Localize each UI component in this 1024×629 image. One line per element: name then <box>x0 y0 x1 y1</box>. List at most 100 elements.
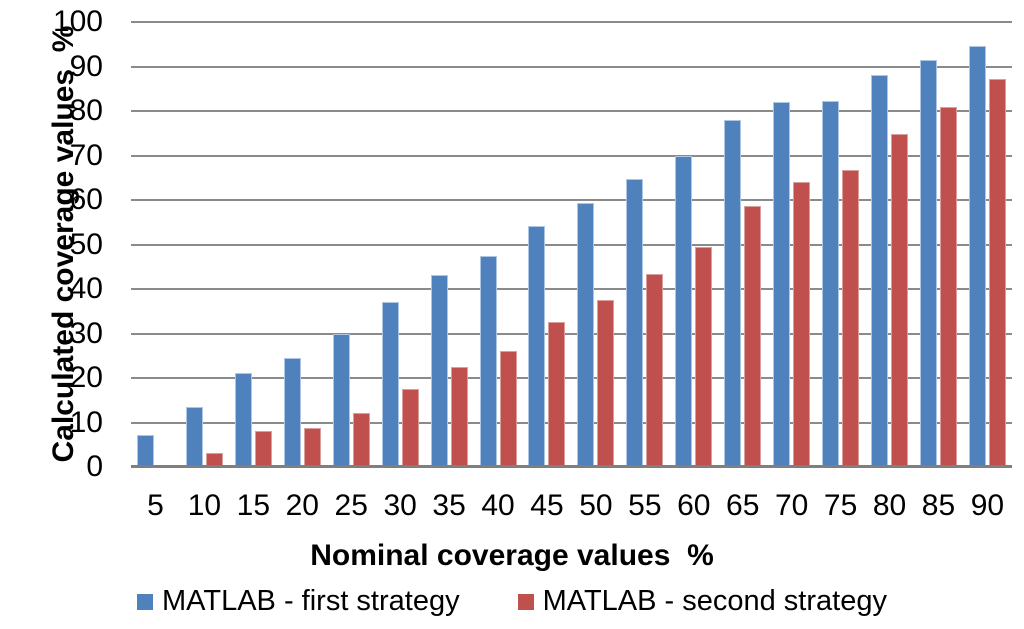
bar-group-30 <box>376 22 425 467</box>
gridline-60 <box>131 199 1012 201</box>
y-tick-label-40: 40 <box>69 272 103 305</box>
bar-first-strategy-30 <box>381 302 399 467</box>
y-tick-label-90: 90 <box>69 49 103 83</box>
x-tick-label-85: 85 <box>921 489 956 522</box>
x-tick-label-20: 20 <box>285 489 319 522</box>
bar-group-5 <box>131 22 180 467</box>
bar-group-75 <box>816 22 865 467</box>
x-tick-label-65: 65 <box>726 489 760 522</box>
gridline-80 <box>131 110 1012 112</box>
x-tick-label-70: 70 <box>774 489 809 522</box>
gridline-100 <box>131 21 1012 23</box>
y-tick-label-30: 30 <box>69 316 103 350</box>
x-tick-label-40: 40 <box>481 489 515 522</box>
bar-group-70 <box>767 22 816 467</box>
bar-second-strategy-90 <box>988 78 1006 467</box>
bar-group-45 <box>523 22 572 467</box>
y-tick-label-0: 0 <box>86 450 103 483</box>
x-axis-line <box>131 465 1012 468</box>
bar-group-65 <box>718 22 767 467</box>
bar-first-strategy-80 <box>871 75 889 467</box>
legend-swatch-second-strategy <box>517 593 534 610</box>
y-tick-label-20: 20 <box>69 361 103 394</box>
bar-second-strategy-80 <box>891 134 909 467</box>
bar-second-strategy-60 <box>695 247 713 467</box>
chart-legend: MATLAB - first strategy MATLAB - second s… <box>0 585 1024 618</box>
x-tick-label-10: 10 <box>187 489 222 522</box>
y-tick-label-80: 80 <box>69 94 103 127</box>
gridline-20 <box>131 377 1012 379</box>
bar-first-strategy-85 <box>919 60 937 467</box>
bar-group-80 <box>865 22 914 467</box>
y-tick-label-70: 70 <box>69 138 103 172</box>
bar-group-10 <box>180 22 229 467</box>
bar-first-strategy-50 <box>577 202 595 467</box>
bar-first-strategy-75 <box>822 100 840 467</box>
bar-group-40 <box>474 22 523 467</box>
gridline-40 <box>131 288 1012 290</box>
x-tick-label-60: 60 <box>677 489 711 522</box>
bar-second-strategy-30 <box>401 389 419 467</box>
bar-second-strategy-10 <box>205 452 223 467</box>
bar-first-strategy-25 <box>332 333 350 467</box>
x-tick-label-45: 45 <box>530 489 564 522</box>
gridline-90 <box>131 65 1012 68</box>
bar-first-strategy-65 <box>724 119 742 467</box>
gridline-70 <box>131 154 1012 157</box>
bar-group-60 <box>669 22 718 467</box>
bar-first-strategy-60 <box>675 155 693 467</box>
y-tick-label-10: 10 <box>69 405 103 439</box>
bar-group-15 <box>229 22 278 467</box>
x-tick-label-35: 35 <box>432 489 466 522</box>
bar-second-strategy-25 <box>352 412 370 467</box>
plot-area <box>131 21 1012 468</box>
bar-first-strategy-5 <box>136 434 154 467</box>
bar-second-strategy-75 <box>842 170 860 467</box>
bar-group-85 <box>914 22 963 467</box>
x-tick-label-90: 90 <box>970 489 1005 522</box>
legend-label-second-strategy: MATLAB - second strategy <box>542 585 887 617</box>
bar-second-strategy-55 <box>646 273 664 467</box>
legend-item-first-strategy: MATLAB - first strategy <box>137 585 460 618</box>
x-tick-label-75: 75 <box>823 489 858 522</box>
bar-second-strategy-70 <box>793 181 811 467</box>
y-tick-label-100: 100 <box>52 5 103 38</box>
bar-first-strategy-70 <box>773 102 791 467</box>
x-tick-label-80: 80 <box>872 489 907 522</box>
bar-second-strategy-40 <box>499 351 517 467</box>
bar-first-strategy-20 <box>283 357 301 467</box>
x-axis-title: Nominal coverage values % <box>310 539 714 572</box>
bar-first-strategy-40 <box>479 255 497 467</box>
bar-group-35 <box>425 22 474 467</box>
bar-first-strategy-10 <box>185 406 203 467</box>
bar-second-strategy-15 <box>254 431 272 467</box>
gridline-50 <box>131 243 1012 246</box>
legend-swatch-first-strategy <box>137 593 154 610</box>
bar-first-strategy-35 <box>430 274 448 467</box>
gridline-10 <box>131 421 1012 424</box>
y-tick-label-50: 50 <box>69 227 103 261</box>
bar-second-strategy-50 <box>597 300 615 467</box>
y-axis-tick-labels: 0 10 20 30 40 50 60 70 80 90 100 <box>0 7 103 482</box>
gridline-30 <box>131 332 1012 335</box>
bar-second-strategy-20 <box>303 428 321 467</box>
bar-first-strategy-90 <box>968 46 986 467</box>
bar-first-strategy-15 <box>234 372 252 467</box>
bar-second-strategy-35 <box>450 366 468 467</box>
bar-group-90 <box>963 22 1012 467</box>
legend-item-second-strategy: MATLAB - second strategy <box>517 585 887 618</box>
x-tick-label-25: 25 <box>334 489 368 522</box>
bar-second-strategy-85 <box>939 107 957 467</box>
y-tick-label-60: 60 <box>69 183 103 216</box>
x-tick-label-15: 15 <box>236 489 271 522</box>
bar-first-strategy-45 <box>528 225 546 467</box>
x-axis-tick-labels: 5 10 15 20 25 30 35 40 45 50 55 60 65 70 75 80 85 90 <box>131 489 1012 522</box>
x-tick-label-55: 55 <box>628 489 662 522</box>
bar-group-55 <box>620 22 669 467</box>
x-tick-label-50: 50 <box>579 489 613 522</box>
bar-group-20 <box>278 22 327 467</box>
bar-second-strategy-65 <box>744 206 762 467</box>
bar-first-strategy-55 <box>626 178 644 467</box>
x-tick-label-30: 30 <box>383 489 417 522</box>
